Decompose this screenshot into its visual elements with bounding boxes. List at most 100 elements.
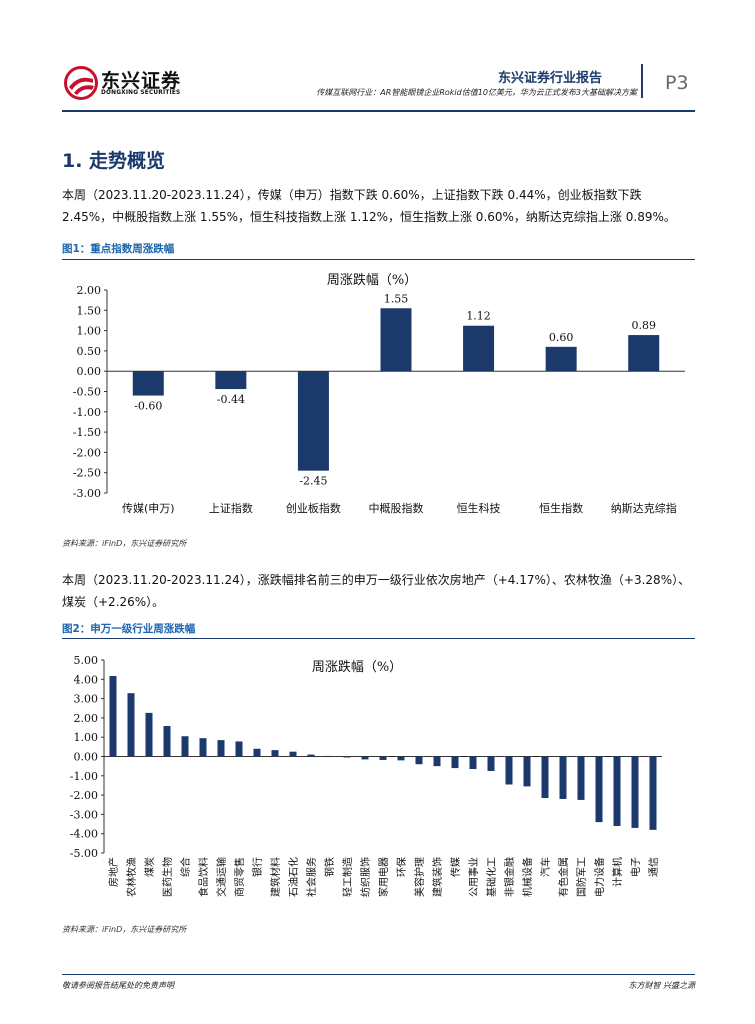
chart-1-category-label: 恒生指数 [539,501,583,515]
chart-2-bar [451,756,459,769]
chart-1-ytick-label: 2.00 [77,284,102,297]
chart-1-data-label: -2.45 [299,475,327,488]
chart-1-ytick-label: 1.50 [77,304,102,317]
chart-1-bar [545,346,577,372]
chart-2-bar [541,756,549,798]
chart-2-category-label: 美容护理 [413,857,426,897]
chart-1-category-label: 纳斯达克综指 [611,501,677,515]
chart-2-category-label: 基础化工 [485,857,498,897]
chart-2-bar [613,756,621,826]
chart-2-bar [487,756,495,771]
chart-2-category-label: 商贸零售 [233,857,246,897]
chart-2-bar [325,755,333,757]
paragraph-index-summary: 本周（2023.11.20-2023.11.24），传媒（申万）指数下跌 0.6… [62,188,676,224]
chart-1-ytick-label: -2.00 [73,446,101,459]
chart-2-bar [523,756,531,787]
chart-1-bar [628,335,660,372]
chart-2-ytick-label: -4.00 [70,828,98,841]
chart-2-bar [469,756,477,770]
header-divider [641,64,643,98]
chart-2-category-label: 综合 [179,857,192,877]
chart-2-ytick-label: 1.00 [74,731,99,744]
chart-2-bar [217,740,225,757]
chart-1-data-label: 0.89 [631,319,656,332]
chart-2-category-label: 有色金属 [557,857,570,897]
chart-1-category-label: 上证指数 [209,501,253,515]
chart-2-bar [361,756,369,760]
chart-2-bar [271,750,279,757]
chart-2-bar [181,736,189,757]
chart-2-category-label: 煤炭 [143,857,156,877]
chart-1-category-label: 中概股指数 [369,501,424,515]
chart-2-ytick-label: -1.00 [70,770,98,783]
footer-motto: 东方财智 兴盛之源 [628,981,695,990]
chart-2-bar [235,741,243,757]
chart-2-category-label: 社会服务 [305,857,318,897]
chart-1-ytick-label: -0.50 [73,386,101,399]
chart-1-category-label: 创业板指数 [286,501,341,515]
chart-2-bar [577,756,585,800]
chart-2-ytick-label: 0.00 [74,751,99,764]
chart-2-bar [397,756,405,761]
chart-2-bar [595,756,603,823]
chart-2-category-label: 食品饮料 [197,857,210,897]
chart-2-bar [163,726,171,757]
chart-2-bar [433,756,441,767]
header-rule [62,110,695,112]
chart-1-bar [380,308,412,372]
figure-1-source: 资料来源：iFinD，东兴证券研究所 [62,539,187,548]
figure-2-source: 资料来源：iFinD，东兴证券研究所 [62,925,187,934]
chart-2-category-label: 农林牧渔 [125,857,138,897]
chart-2-bar [145,712,153,757]
chart-2-category-label: 机械设备 [521,857,534,897]
figure-2-rule [62,638,695,639]
chart-1-title: 周涨跌幅（%） [327,272,417,288]
chart-2-bar [253,748,261,757]
chart-2-ytick-label: 5.00 [74,654,99,667]
chart-1-data-label: 1.55 [384,292,409,305]
chart-1-ytick-label: -3.00 [73,487,101,500]
chart-2-bar [343,756,351,758]
chart-2-category-label: 非银金融 [503,857,516,897]
chart-2-category-label: 电子 [629,857,642,877]
chart-2-category-label: 环保 [395,857,408,877]
chart-2-ytick-label: 3.00 [74,693,99,706]
chart-2-category-label: 汽车 [539,857,552,877]
chart-2-bar [505,756,513,785]
chart-index-weekly-change: 2.00 1.50 1.00 0.50 0.00 -0.50 -1.00 -1.50 -2.00… [73,272,685,515]
chart-1-bar [215,371,247,390]
chart-1-ytick-label: -1.00 [73,406,101,419]
chart-1-data-label: -0.44 [217,393,245,406]
chart-industry-weekly-change: 5.00 4.00 3.00 2.00 1.00 0.00 -1.00 -2.00 -3.00 -… [70,654,662,897]
figure-1-title: 图1：重点指数周涨跌幅 [62,243,175,255]
chart-2-category-label: 建筑装饰 [431,857,444,897]
brand-name: 东兴证券 [101,70,182,92]
chart-1-ytick-label: 0.50 [77,345,102,358]
chart-2-ytick-label: -3.00 [70,808,98,821]
chart-2-bar [415,756,423,765]
chart-2-category-label: 国防军工 [575,857,588,897]
chart-2-bar [649,756,657,830]
chart-2-bar [307,754,315,757]
brand-name-english: DONGXING SECURITIES [101,90,181,96]
chart-2-category-label: 家用电器 [377,857,390,897]
chart-2-bar [631,756,639,828]
figure-2-title: 图2：申万一级行业周涨跌幅 [62,623,196,635]
footer-rule [62,974,695,975]
chart-1-ytick-label: 0.00 [77,365,102,378]
chart-2-category-label: 石油石化 [287,857,300,897]
chart-2-category-label: 钢铁 [323,857,336,877]
chart-2-category-label: 医药生物 [161,857,174,897]
chart-2-ytick-label: -5.00 [70,847,98,860]
chart-1-category-label: 传媒(申万) [122,502,175,515]
chart-1-data-label: -0.60 [134,400,162,413]
chart-1-ytick-label: -2.50 [73,467,101,480]
chart-2-bar [127,693,135,757]
chart-2-category-label: 计算机 [611,857,624,887]
chart-2-category-label: 电力设备 [593,857,606,897]
chart-2-ytick-label: -2.00 [70,789,98,802]
chart-1-ytick-label: -1.50 [73,426,101,439]
chart-2-ytick-label: 4.00 [74,673,99,686]
chart-2-ytick-label: 2.00 [74,712,99,725]
report-subtitle: 传媒互联网行业：AR智能眼镜企业Rokid估值10亿美元，华为云正式发布3大基础… [316,88,637,97]
